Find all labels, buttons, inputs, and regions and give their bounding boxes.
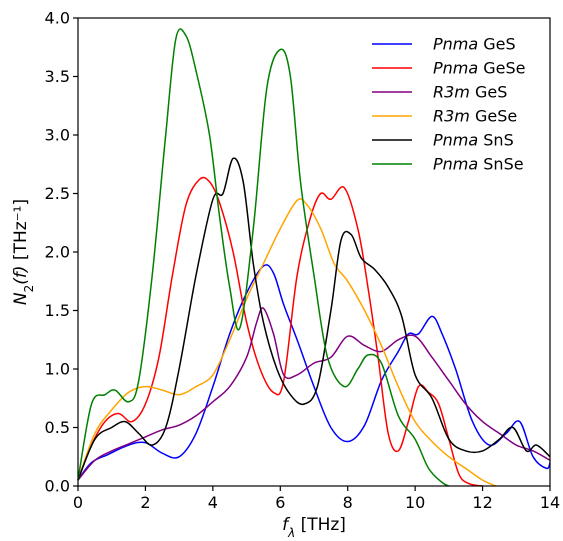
legend-label: R3m GeS <box>433 83 507 102</box>
series-line-pnma-gese <box>77 176 483 487</box>
x-tick-label: 14 <box>540 493 560 512</box>
y-tick-label: 0.0 <box>45 477 70 496</box>
x-tick-label: 10 <box>405 493 425 512</box>
y-tick-label: 2.5 <box>45 184 70 203</box>
series-layer <box>77 28 551 487</box>
y-axis-label: N2(f) [THz⁻¹] <box>11 199 36 305</box>
x-tick-label: 6 <box>275 493 285 512</box>
x-tick-label: 2 <box>140 493 150 512</box>
y-tick-label: 2.0 <box>45 243 70 262</box>
series-line-r3m-ges <box>77 307 551 481</box>
x-tick-label: 12 <box>472 493 492 512</box>
y-tick-label: 3.0 <box>45 126 70 145</box>
legend-label: R3m GeSe <box>433 107 517 126</box>
x-tick-label: 8 <box>343 493 353 512</box>
legend-label: Pnma GeS <box>433 35 516 54</box>
y-tick-label: 1.5 <box>45 301 70 320</box>
y-tick-label: 1.0 <box>45 360 70 379</box>
x-axis-label: fλ [THz] <box>282 515 346 540</box>
y-tick-label: 0.5 <box>45 418 70 437</box>
x-tick-label: 0 <box>73 493 83 512</box>
ticks-layer: 0 2 4 6 8 10 12 14 0.0 0.5 1.0 1.5 2.0 2.5 3.0 3.5 4.0 <box>45 9 561 513</box>
legend-label: Pnma GeSe <box>433 59 526 78</box>
svg-text:N2(f) [THz⁻¹]: N2(f) [THz⁻¹] <box>11 199 36 305</box>
legend-label: Pnma SnSe <box>433 155 524 174</box>
y-tick-label: 3.5 <box>45 67 70 86</box>
legend-label: Pnma SnS <box>433 131 514 150</box>
x-tick-label: 4 <box>208 493 218 512</box>
series-line-pnma-sns <box>77 157 551 481</box>
series-line-r3m-gese <box>77 198 497 487</box>
series-line-pnma-ges <box>77 264 551 481</box>
y-tick-label: 4.0 <box>45 9 70 28</box>
series-line-pnma-snse <box>77 28 450 487</box>
legend: Pnma GeS Pnma GeSe R3m GeS R3m GeSe Pnma SnS… <box>372 35 526 174</box>
